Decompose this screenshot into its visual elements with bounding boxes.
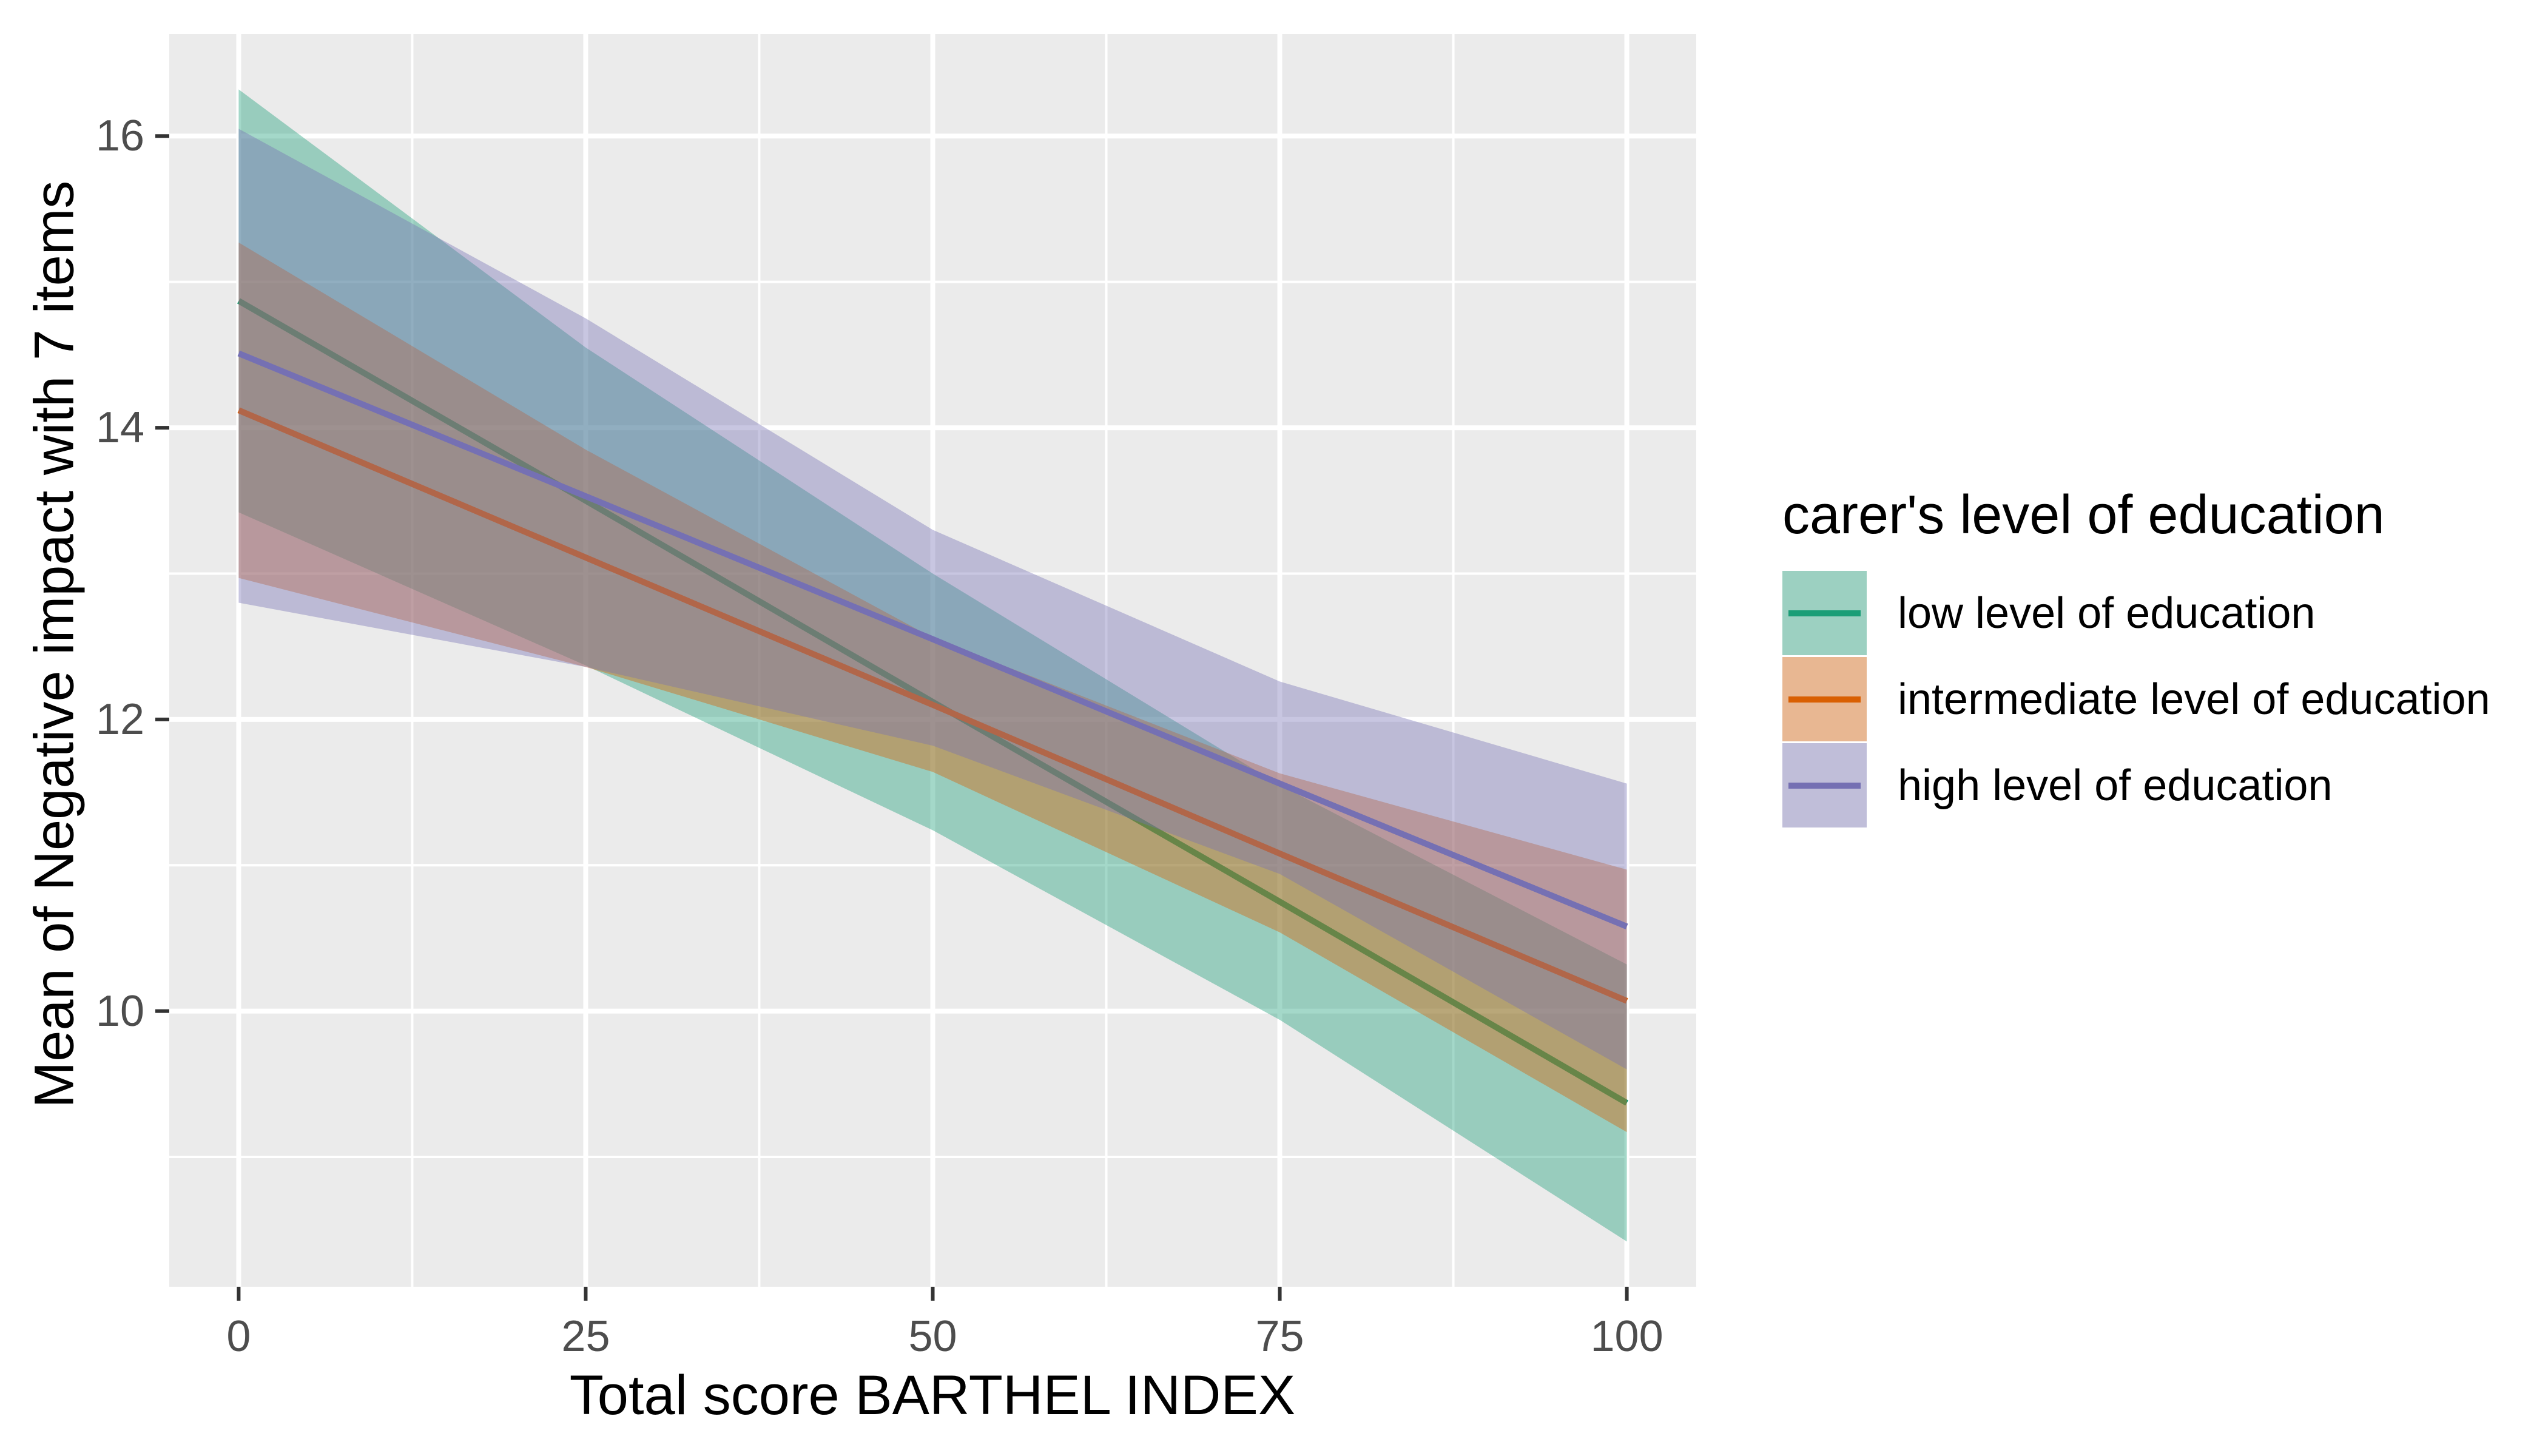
legend-label-low-level-of-education: low level of education [1898, 588, 2316, 638]
y-axis-title: Mean of Negative impact with 7 items [23, 180, 86, 1108]
x-tick-label-50: 50 [908, 1312, 957, 1361]
legend-label-intermediate-level-of-education: intermediate level of education [1898, 675, 2490, 724]
trend-line-high-level-of-education [237, 350, 1628, 929]
legend-key-line-swatch [1788, 696, 1861, 703]
x-tick-label-100: 100 [1590, 1312, 1663, 1361]
x-tick-label-25: 25 [561, 1312, 610, 1361]
ci-ribbon-low-level-of-education [238, 89, 1627, 1242]
legend-item-high-level-of-education: high level of education [1782, 743, 2490, 827]
legend-key-high-level-of-education [1782, 743, 1867, 827]
legend-key-line-swatch [1788, 782, 1861, 789]
y-tick-label-12: 12 [95, 695, 144, 744]
y-tick-label-16: 16 [95, 112, 144, 161]
legend: carer's level of education low level of … [1782, 484, 2490, 829]
ci-ribbon-high-level-of-education [238, 129, 1627, 1070]
x-tick-label-0: 0 [226, 1312, 251, 1361]
legend-label-high-level-of-education: high level of education [1898, 761, 2333, 810]
legend-items: low level of education intermediate level… [1782, 571, 2490, 827]
y-tick-label-14: 14 [95, 403, 144, 453]
legend-key-intermediate-level-of-education [1782, 657, 1867, 741]
legend-title: carer's level of education [1782, 485, 2385, 545]
legend-key-line-swatch [1788, 610, 1861, 616]
legend-item-low-level-of-education: low level of education [1782, 571, 2490, 655]
x-axis-title: Total score BARTHEL INDEX [569, 1364, 1296, 1426]
x-tick-label-75: 75 [1255, 1312, 1304, 1361]
ci-ribbon-intermediate-level-of-education [238, 242, 1627, 1133]
legend-key-low-level-of-education [1782, 571, 1867, 655]
trend-line-intermediate-level-of-education [237, 407, 1628, 1004]
legend-item-intermediate-level-of-education: intermediate level of education [1782, 657, 2490, 741]
y-tick-label-10: 10 [95, 986, 144, 1036]
